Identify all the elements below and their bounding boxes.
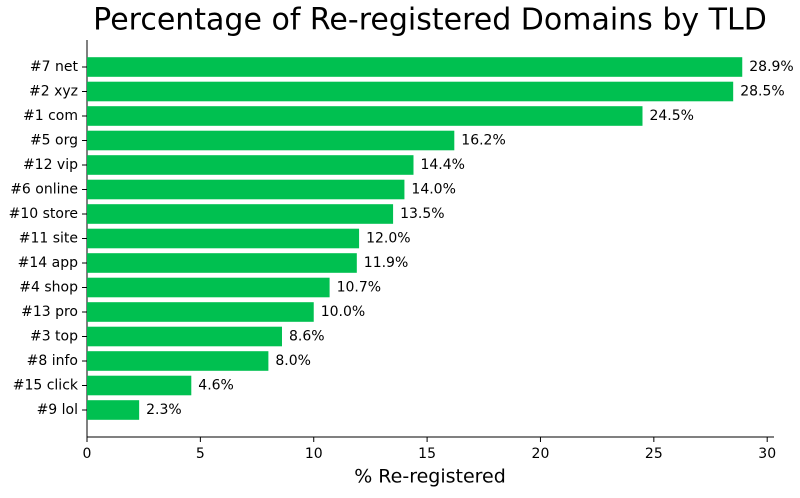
x-tick-label: 25 — [645, 446, 663, 462]
bar — [87, 375, 192, 396]
bar — [87, 204, 394, 224]
x-tick-label: 5 — [196, 446, 205, 462]
bar — [87, 326, 282, 347]
bar — [87, 81, 734, 102]
bar — [87, 57, 743, 77]
y-tick-label: #4 shop — [19, 280, 78, 296]
y-tick-label: #10 store — [9, 206, 78, 222]
value-label: 10.7% — [337, 280, 381, 296]
x-axis-label: % Re-registered — [354, 466, 506, 488]
bar — [87, 253, 357, 273]
y-tick-label: #14 app — [18, 255, 78, 271]
x-tick-label: 15 — [418, 446, 436, 462]
bar — [87, 130, 455, 151]
value-label: 16.2% — [461, 133, 505, 149]
x-tick-label: 30 — [758, 446, 776, 462]
value-label: 13.5% — [400, 206, 444, 222]
x-tick-label: 10 — [305, 446, 323, 462]
value-label: 28.9% — [749, 59, 793, 75]
y-tick-label: #1 com — [23, 108, 78, 124]
bar — [87, 351, 269, 371]
value-label: 4.6% — [198, 378, 234, 394]
bar — [87, 302, 314, 322]
y-tick-label: #6 online — [10, 182, 78, 198]
value-label: 14.0% — [411, 182, 455, 198]
bar — [87, 155, 414, 175]
bar — [87, 400, 140, 420]
value-label: 12.0% — [366, 231, 410, 247]
y-tick-label: #12 vip — [23, 157, 78, 173]
y-tick-label: #3 top — [30, 329, 78, 345]
x-tick-label: 0 — [83, 446, 92, 462]
value-label: 28.5% — [740, 84, 784, 100]
bar — [87, 179, 405, 200]
y-tick-label: #11 site — [19, 231, 78, 247]
bar — [87, 277, 330, 298]
y-tick-label: #2 xyz — [29, 84, 78, 100]
y-tick-label: #9 lol — [37, 402, 78, 418]
y-tick-label: #7 net — [30, 59, 79, 75]
chart-title: Percentage of Re-registered Domains by T… — [93, 3, 767, 38]
x-tick-label: 20 — [532, 446, 550, 462]
value-label: 24.5% — [649, 108, 693, 124]
value-label: 10.0% — [321, 304, 365, 320]
value-label: 11.9% — [364, 255, 408, 271]
bar — [87, 228, 360, 249]
value-label: 8.0% — [275, 353, 311, 369]
y-tick-label: #13 pro — [21, 304, 78, 320]
y-tick-label: #15 click — [13, 378, 79, 394]
y-tick-label: #8 info — [27, 353, 78, 369]
bar — [87, 106, 643, 126]
value-label: 14.4% — [420, 157, 464, 173]
value-label: 2.3% — [146, 402, 182, 418]
y-tick-label: #5 org — [30, 133, 78, 149]
value-label: 8.6% — [289, 329, 325, 345]
